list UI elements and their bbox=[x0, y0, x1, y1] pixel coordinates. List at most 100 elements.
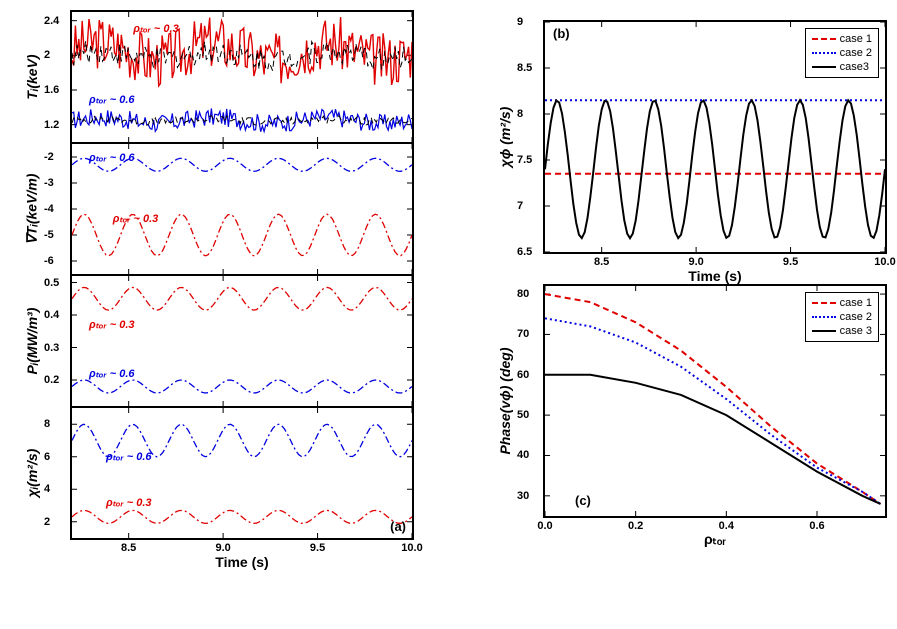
y-tick: 2.4 bbox=[44, 15, 59, 27]
data-series bbox=[72, 510, 412, 523]
x-tick: 10.0 bbox=[401, 542, 422, 554]
y-tick: 2 bbox=[44, 49, 50, 61]
legend-swatch bbox=[812, 52, 836, 54]
chart-svg bbox=[72, 12, 412, 142]
legend: case 1 case 2 case 3 bbox=[805, 292, 879, 342]
y-axis-label: Phase(vϕ) (deg) bbox=[497, 347, 513, 454]
y-tick: 0.2 bbox=[44, 374, 59, 386]
y-axis-label: χᵢ(m²/s) bbox=[24, 449, 40, 498]
chart-panel: Pᵢ(MW/m³)0.20.30.40.5ρₜₒᵣ ~ 0.3ρₜₒᵣ ~ 0.… bbox=[70, 276, 414, 408]
legend-item: case 2 bbox=[812, 310, 872, 324]
chart-panel: ∇Tᵢ(keV/m)-6-5-4-3-2ρₜₒᵣ ~ 0.6ρₜₒᵣ ~ 0.3 bbox=[70, 144, 414, 276]
panel-tag: (a) bbox=[390, 519, 406, 534]
y-tick: 60 bbox=[517, 369, 529, 381]
legend-label: case 1 bbox=[840, 297, 872, 309]
x-tick: 0.6 bbox=[809, 520, 824, 532]
y-tick: 30 bbox=[517, 490, 529, 502]
y-tick: 0.3 bbox=[44, 342, 59, 354]
chart-svg bbox=[72, 408, 412, 538]
chart-panel: Phase(vϕ) (deg)3040506070800.00.20.40.6ρ… bbox=[543, 284, 887, 518]
y-tick: 4 bbox=[44, 483, 50, 495]
annotation-label: ρₜₒᵣ ~ 0.6 bbox=[89, 151, 135, 164]
y-tick: -4 bbox=[44, 203, 54, 215]
data-series bbox=[545, 100, 885, 238]
panel-b-wrap: χϕ (m²/s)6.577.588.598.59.09.510.0Time (… bbox=[543, 20, 887, 254]
y-tick: -5 bbox=[44, 229, 54, 241]
x-tick: 0.2 bbox=[628, 520, 643, 532]
data-series bbox=[72, 287, 412, 310]
x-tick: 8.5 bbox=[121, 542, 136, 554]
data-series bbox=[545, 375, 881, 504]
annotation-label: ρₜₒᵣ ~ 0.3 bbox=[133, 22, 179, 35]
chart-panel: χϕ (m²/s)6.577.588.598.59.09.510.0Time (… bbox=[543, 20, 887, 254]
panel-tag: (b) bbox=[553, 26, 570, 41]
y-tick: 1.6 bbox=[44, 84, 59, 96]
y-tick: 8 bbox=[44, 418, 50, 430]
chart-panel: Tᵢ(keV)1.21.622.4ρₜₒᵣ ~ 0.3ρₜₒᵣ ~ 0.6 bbox=[70, 10, 414, 144]
right-column: χϕ (m²/s)6.577.588.598.59.09.510.0Time (… bbox=[488, 10, 887, 619]
legend-label: case 3 bbox=[840, 325, 872, 337]
x-tick: 9.5 bbox=[783, 256, 798, 268]
data-series bbox=[545, 318, 881, 504]
y-tick: 7 bbox=[517, 200, 523, 212]
x-tick: 9.0 bbox=[215, 542, 230, 554]
annotation-label: ρₜₒᵣ ~ 0.3 bbox=[89, 318, 135, 331]
legend-label: case3 bbox=[840, 61, 869, 73]
y-axis-label: ∇Tᵢ(keV/m) bbox=[24, 174, 41, 245]
x-axis-label: Time (s) bbox=[688, 268, 741, 284]
data-series bbox=[72, 380, 412, 393]
x-axis-label: ρₜₒᵣ bbox=[704, 531, 726, 548]
y-tick: 50 bbox=[517, 409, 529, 421]
legend-label: case 1 bbox=[840, 33, 872, 45]
x-tick: 10.0 bbox=[874, 256, 895, 268]
panel-c-wrap: Phase(vϕ) (deg)3040506070800.00.20.40.6ρ… bbox=[543, 284, 887, 518]
legend-swatch bbox=[812, 302, 836, 304]
legend-swatch bbox=[812, 316, 836, 318]
annotation-label: ρₜₒᵣ ~ 0.3 bbox=[113, 212, 159, 225]
legend: case 1 case 2 case3 bbox=[805, 28, 879, 78]
y-tick: -3 bbox=[44, 177, 54, 189]
x-tick: 0.0 bbox=[537, 520, 552, 532]
legend-label: case 2 bbox=[840, 311, 872, 323]
panel-tag: (c) bbox=[575, 493, 591, 508]
y-axis-label: χϕ (m²/s) bbox=[497, 107, 513, 168]
annotation-label: ρₜₒᵣ ~ 0.6 bbox=[89, 367, 135, 380]
y-tick: -2 bbox=[44, 151, 54, 163]
chart-panel: χᵢ(m²/s)24688.59.09.510.0ρₜₒᵣ ~ 0.6ρₜₒᵣ … bbox=[70, 408, 414, 540]
y-tick: 8 bbox=[517, 108, 523, 120]
legend-swatch bbox=[812, 38, 836, 40]
y-tick: 9 bbox=[517, 16, 523, 28]
left-panel-stack: Tᵢ(keV)1.21.622.4ρₜₒᵣ ~ 0.3ρₜₒᵣ ~ 0.6∇Tᵢ… bbox=[70, 10, 458, 619]
legend-item: case 2 bbox=[812, 46, 872, 60]
y-tick: 8.5 bbox=[517, 62, 532, 74]
y-tick: 70 bbox=[517, 328, 529, 340]
y-tick: 0.4 bbox=[44, 309, 59, 321]
chart-svg bbox=[72, 144, 412, 274]
annotation-label: ρₜₒᵣ ~ 0.6 bbox=[89, 93, 135, 106]
y-tick: 7.5 bbox=[517, 154, 532, 166]
chart-svg bbox=[72, 276, 412, 406]
y-axis-label: Tᵢ(keV) bbox=[24, 54, 40, 99]
y-tick: 40 bbox=[517, 449, 529, 461]
annotation-label: ρₜₒᵣ ~ 0.6 bbox=[106, 450, 152, 463]
legend-item: case 3 bbox=[812, 324, 872, 338]
y-tick: 2 bbox=[44, 516, 50, 528]
data-series bbox=[72, 108, 412, 131]
legend-swatch bbox=[812, 330, 836, 332]
y-tick: 1.2 bbox=[44, 119, 59, 131]
x-tick: 8.5 bbox=[594, 256, 609, 268]
y-axis-label: Pᵢ(MW/m³) bbox=[24, 308, 40, 375]
y-tick: 0.5 bbox=[44, 277, 59, 289]
legend-label: case 2 bbox=[840, 47, 872, 59]
x-tick: 9.0 bbox=[688, 256, 703, 268]
x-axis-label: Time (s) bbox=[215, 554, 268, 570]
legend-swatch bbox=[812, 66, 836, 68]
legend-item: case 1 bbox=[812, 296, 872, 310]
y-tick: 80 bbox=[517, 288, 529, 300]
y-tick: -6 bbox=[44, 255, 54, 267]
annotation-label: ρₜₒᵣ ~ 0.3 bbox=[106, 496, 152, 509]
x-tick: 9.5 bbox=[310, 542, 325, 554]
legend-item: case3 bbox=[812, 60, 872, 74]
legend-item: case 1 bbox=[812, 32, 872, 46]
y-tick: 6.5 bbox=[517, 246, 532, 258]
